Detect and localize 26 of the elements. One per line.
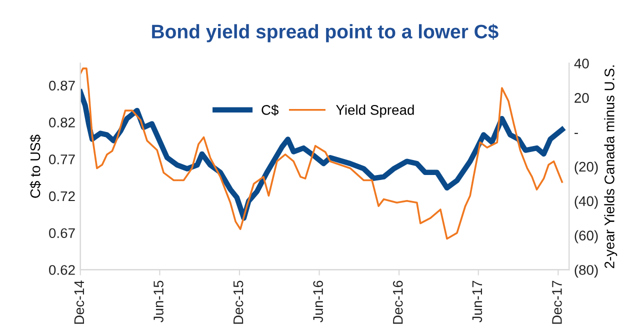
legend-label: Yield Spread bbox=[336, 104, 414, 118]
y-tick-label: 0.62 bbox=[49, 265, 75, 275]
y2-tick-label: 20 bbox=[574, 93, 589, 103]
x-tick-label: Jun-17 bbox=[472, 280, 482, 322]
x-tick-label: Dec-17 bbox=[552, 280, 562, 324]
y-tick-label: 0.67 bbox=[49, 228, 75, 238]
line-series bbox=[80, 68, 563, 240]
y2-tick-label: 40 bbox=[574, 58, 589, 68]
y-axis-title: C$ to US$ bbox=[30, 134, 42, 198]
y2-tick-label: (20) bbox=[574, 161, 598, 174]
legend-label: C$ bbox=[262, 104, 279, 116]
y-tick-label: 0.82 bbox=[49, 118, 75, 128]
x-tick-label: Dec-14 bbox=[74, 280, 84, 324]
x-tick-label: Jun-15 bbox=[154, 280, 164, 322]
x-tick-label: Dec-15 bbox=[234, 280, 244, 324]
y2-tick-label: - bbox=[574, 132, 578, 134]
x-tick-label: Jun-16 bbox=[313, 280, 323, 322]
y2-tick-label: (40) bbox=[574, 196, 598, 209]
y2-tick-label: (60) bbox=[574, 230, 598, 244]
chart-title: Bond yield spread point to a lower C$ bbox=[152, 24, 498, 42]
y-tick-label: 0.77 bbox=[49, 154, 75, 164]
y-tick-label: 0.87 bbox=[49, 80, 75, 91]
y2-tick-label: (80) bbox=[574, 264, 598, 278]
x-tick-label: Dec-16 bbox=[392, 280, 403, 324]
y2-axis-title: 2-year Yields Canada minus U.S. bbox=[604, 65, 618, 268]
y-tick-label: 0.72 bbox=[49, 191, 75, 202]
